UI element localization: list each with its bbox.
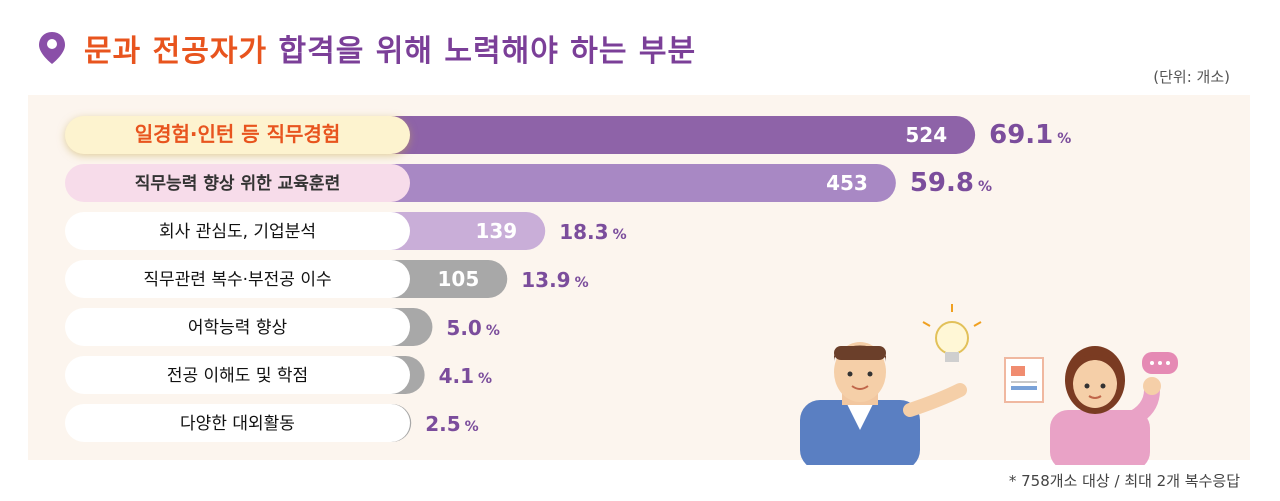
percent-value: 2.5: [425, 412, 460, 436]
value-label: 31: [369, 363, 397, 387]
category-label: 어학능력 향상: [188, 318, 288, 338]
percent-label: 4.1%: [439, 364, 492, 388]
category-label: 전공 이해도 및 학점: [167, 366, 308, 386]
percent-label: 59.8%: [910, 168, 992, 198]
percent-value: 59.8: [910, 168, 974, 198]
title-rest: 합격을 위해 노력해야 하는 부분: [278, 34, 697, 69]
percent-value: 5.0: [446, 316, 481, 340]
category-label-bg: [65, 404, 410, 442]
percent-label: 5.0%: [446, 316, 499, 340]
percent-label: 2.5%: [425, 412, 478, 436]
percent-unit: %: [1057, 131, 1071, 147]
footnote: * 758개소 대상 / 최대 2개 복수응답: [1008, 472, 1240, 490]
category-label-bg: [65, 308, 410, 346]
category-label-bg: [65, 212, 410, 250]
percent-value: 13.9: [521, 268, 570, 292]
page-title: 문과 전공자가 합격을 위해 노력해야 하는 부분: [84, 26, 696, 70]
job-seekers-illustration: [800, 304, 1178, 465]
category-label-bg: [65, 116, 410, 154]
value-label: 453: [826, 171, 868, 195]
percent-value: 69.1: [989, 120, 1053, 150]
value-label: 524: [905, 123, 947, 147]
value-label: 139: [475, 219, 517, 243]
title-highlight: 문과 전공자가: [84, 34, 268, 69]
percent-unit: %: [613, 227, 627, 243]
bar: [370, 116, 976, 154]
category-label: 직무능력 향상 위한 교육훈련: [135, 173, 340, 194]
category-label: 일경험·인턴 등 직무경험: [135, 122, 341, 146]
category-label: 회사 관심도, 기업분석: [159, 222, 316, 242]
value-label: 105: [438, 267, 480, 291]
title-row: 문과 전공자가 합격을 위해 노력해야 하는 부분: [38, 26, 696, 70]
category-label: 다양한 대외활동: [180, 414, 295, 434]
bar: [370, 164, 896, 202]
unit-note: (단위: 개소): [1153, 68, 1230, 86]
percent-value: 18.3: [559, 220, 608, 244]
percent-unit: %: [978, 179, 992, 195]
percent-unit: %: [486, 323, 500, 339]
category-label-bg: [65, 164, 410, 202]
percent-unit: %: [465, 419, 479, 435]
category-label: 직무관련 복수·부전공 이수: [143, 270, 331, 290]
category-label-bg: [65, 356, 410, 394]
value-label: 19: [355, 411, 383, 435]
bar: [370, 212, 546, 250]
percent-label: 13.9%: [521, 268, 588, 292]
category-label-bg: [65, 260, 410, 298]
value-label: 38: [377, 315, 405, 339]
percent-value: 4.1: [439, 364, 474, 388]
percent-unit: %: [478, 371, 492, 387]
percent-label: 69.1%: [989, 120, 1071, 150]
percent-unit: %: [575, 275, 589, 291]
percent-label: 18.3%: [559, 220, 626, 244]
location-pin-icon: [39, 32, 65, 64]
